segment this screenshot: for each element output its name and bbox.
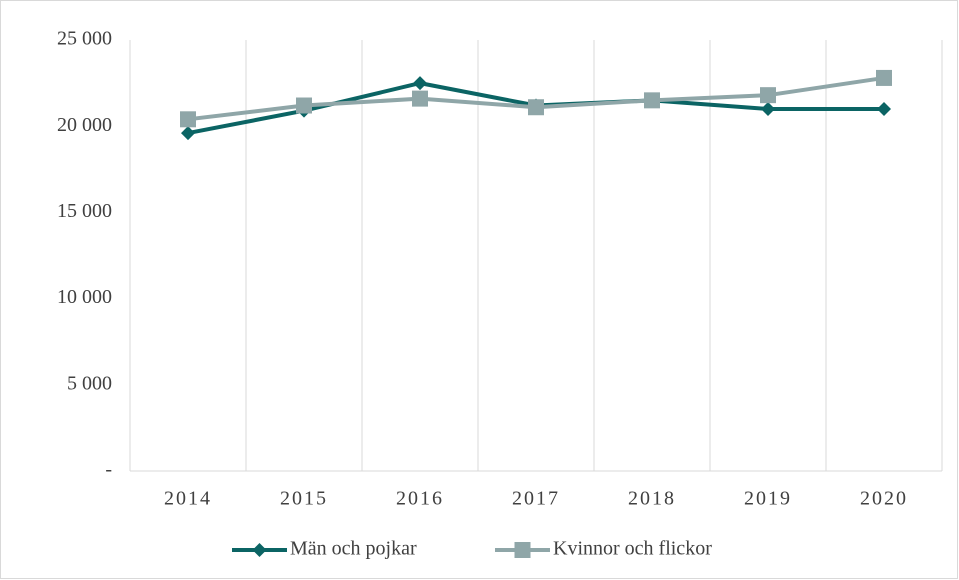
data-point	[644, 92, 660, 109]
data-point	[413, 76, 427, 91]
legend-label: Kvinnor och flickor	[553, 538, 712, 560]
data-point	[528, 99, 544, 116]
data-point	[296, 97, 312, 114]
y-tick-label: 20 000	[57, 114, 112, 136]
data-point	[181, 126, 195, 141]
x-tick-label: 2019	[744, 488, 792, 510]
legend-label: Män och pojkar	[290, 538, 417, 560]
data-point	[412, 90, 428, 107]
data-point	[876, 69, 892, 86]
y-tick-label: 5 000	[67, 372, 112, 394]
x-tick-label: 2016	[396, 488, 444, 510]
x-tick-label: 2017	[512, 488, 560, 510]
data-point	[877, 101, 891, 116]
x-tick-label: 2018	[628, 488, 676, 510]
y-tick-label: -	[105, 459, 112, 481]
legend-marker	[514, 542, 531, 558]
y-tick-label: 10 000	[57, 286, 112, 308]
y-tick-label: 15 000	[57, 200, 112, 222]
data-point	[180, 111, 196, 128]
x-tick-label: 2015	[280, 488, 328, 510]
y-tick-label: 25 000	[57, 28, 112, 50]
x-tick-label: 2020	[860, 488, 908, 510]
data-point	[761, 101, 775, 116]
x-tick-label: 2014	[164, 488, 212, 510]
legend-marker	[252, 543, 267, 557]
data-point	[760, 87, 776, 104]
